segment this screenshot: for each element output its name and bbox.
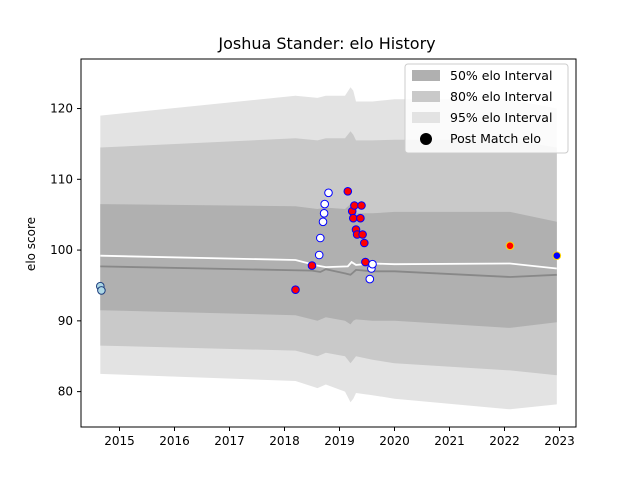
x-tick-label: 2019 bbox=[324, 434, 355, 448]
axes-frame bbox=[80, 58, 577, 428]
legend-marker-post-match bbox=[420, 133, 432, 145]
legend-label: 80% elo Interval bbox=[450, 89, 552, 104]
axes: 2015 2016 2017 2018 2019 2020 2021 2022 2023 80 90… bbox=[50, 58, 577, 448]
post-match-elo-point bbox=[97, 286, 106, 295]
legend-swatch-80-interval bbox=[412, 91, 440, 102]
y-tick-label: 100 bbox=[50, 243, 73, 257]
x-tick-label: 2017 bbox=[214, 434, 245, 448]
post-match-elo-point bbox=[357, 201, 366, 210]
y-tick-label: 80 bbox=[58, 385, 73, 399]
x-tick-label: 2023 bbox=[544, 434, 575, 448]
post-match-elo-point bbox=[368, 259, 377, 269]
post-match-elo-point bbox=[316, 233, 325, 243]
legend-label: 95% elo Interval bbox=[450, 110, 552, 125]
post-match-elo-point bbox=[356, 213, 365, 223]
y-tick-label: 90 bbox=[58, 314, 73, 328]
legend-swatch-95-interval bbox=[412, 112, 440, 123]
x-tick-label: 2018 bbox=[269, 434, 300, 448]
post-match-elo-point bbox=[360, 238, 369, 248]
chart-title: Joshua Stander: elo History bbox=[217, 34, 435, 53]
post-match-elo-point bbox=[361, 257, 370, 267]
median-elo-line bbox=[100, 265, 557, 278]
post-match-elo-point bbox=[349, 213, 358, 223]
legend: 50% elo Interval 80% elo Interval 95% elo … bbox=[404, 63, 569, 154]
post-match-elo-point bbox=[350, 201, 359, 210]
post-match-elo-point bbox=[320, 199, 330, 209]
plot-area bbox=[96, 87, 562, 410]
legend-label: 50% elo Interval bbox=[450, 68, 552, 83]
post-match-elo-point bbox=[324, 188, 333, 198]
legend-label: Post Match elo bbox=[450, 131, 541, 146]
legend-swatch-50-interval bbox=[412, 70, 440, 81]
post-match-elo-point bbox=[319, 209, 329, 218]
x-tick-label: 2022 bbox=[489, 434, 520, 448]
post-match-elo-point bbox=[307, 261, 317, 270]
x-tick-label: 2020 bbox=[379, 434, 410, 448]
post-match-elo-point bbox=[314, 250, 324, 260]
post-match-elo-point bbox=[552, 251, 562, 260]
x-tick-label: 2015 bbox=[104, 434, 135, 448]
y-tick-label: 110 bbox=[50, 172, 73, 186]
y-tick-label: 120 bbox=[50, 102, 73, 116]
post-match-elo-point bbox=[318, 217, 328, 227]
post-match-elo-point bbox=[365, 274, 375, 284]
x-tick-label: 2021 bbox=[434, 434, 465, 448]
post-match-elo-point bbox=[343, 187, 353, 196]
x-tick-label: 2016 bbox=[159, 434, 190, 448]
band-50-interval bbox=[100, 204, 557, 328]
legend-box bbox=[404, 63, 569, 154]
post-match-elo-point bbox=[358, 230, 367, 239]
post-match-elo-point bbox=[291, 285, 300, 295]
post-match-elo-point bbox=[505, 241, 515, 251]
y-axis-label: elo score bbox=[24, 217, 38, 271]
